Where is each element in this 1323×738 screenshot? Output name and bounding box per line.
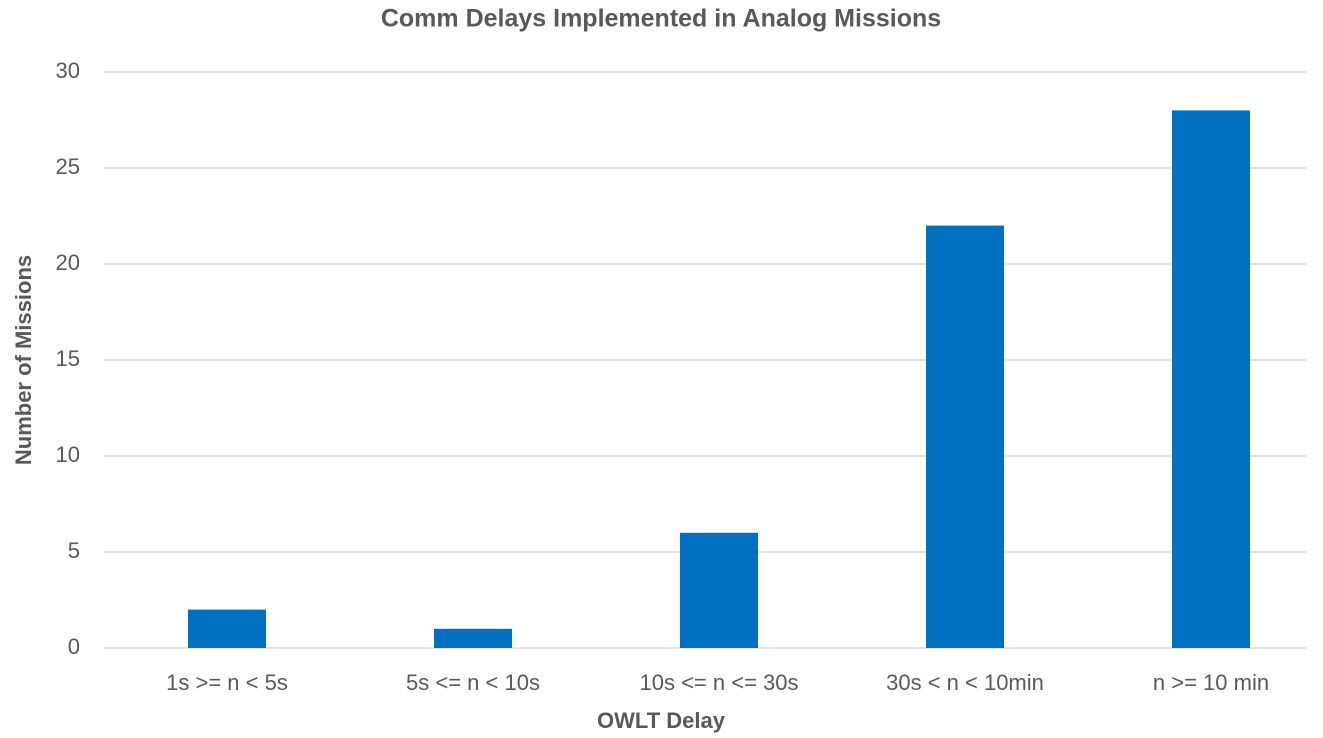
bar [926,225,1004,648]
x-tick-label: 5s <= n < 10s [406,670,540,695]
y-tick-label: 25 [56,154,80,179]
y-tick-label: 30 [56,58,80,83]
y-axis-title: Number of Missions [11,255,36,465]
y-tick-label: 10 [56,442,80,467]
y-tick-label: 0 [68,634,80,659]
y-tick-label: 15 [56,346,80,371]
x-tick-label: 10s <= n <= 30s [639,670,798,695]
x-axis-title: OWLT Delay [597,708,726,733]
chart-title: Comm Delays Implemented in Analog Missio… [381,5,941,33]
x-tick-label: 1s >= n < 5s [166,670,288,695]
bar [434,628,512,648]
x-tick-label: 30s < n < 10min [886,670,1044,695]
bar [1172,110,1250,648]
x-tick-label: n >= 10 min [1153,670,1269,695]
y-tick-label: 20 [56,250,80,275]
y-tick-label: 5 [68,538,80,563]
bar [188,609,266,648]
bar [680,532,758,648]
